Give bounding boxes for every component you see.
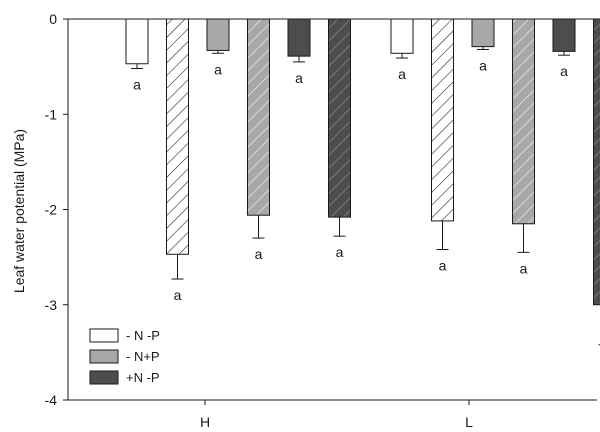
sig-letter-H-1: a	[174, 287, 182, 303]
bar-H-0	[125, 18, 149, 65]
bar-H-2	[206, 18, 230, 51]
bar-L-3	[512, 18, 535, 225]
sig-letter-L-3: a	[520, 260, 528, 276]
legend-swatch-n0p1	[89, 349, 119, 364]
sig-letter-L-2: a	[479, 57, 487, 73]
sig-letter-H-3: a	[255, 246, 263, 262]
legend-label-n0p1: - N+P	[126, 349, 160, 364]
x-tick-label-H: H	[200, 414, 210, 430]
sig-letter-H-2: a	[214, 61, 222, 77]
bar-H-3	[247, 18, 270, 216]
sig-letter-L-0: a	[398, 66, 406, 82]
y-tick-label-0: 0	[49, 11, 57, 27]
y-tick-label-4: -4	[45, 392, 58, 408]
bar-L-2	[471, 18, 495, 48]
y-axis-label: Leaf water potential (MPa)	[11, 129, 27, 293]
sig-letter-H-5: a	[336, 244, 344, 260]
plot-area: 0-1-2-3-4HLaaaaaaaaaaab	[45, 11, 600, 430]
bar-H-5	[328, 18, 351, 218]
sig-letter-H-0: a	[133, 77, 141, 93]
bar-L-5	[593, 18, 600, 306]
legend-swatch-n0p0	[89, 328, 119, 343]
legend: - N -P - N+P +N -P	[89, 328, 160, 385]
legend-label-n0p0: - N -P	[126, 328, 160, 343]
sig-letter-H-4: a	[295, 70, 303, 86]
x-tick-label-L: L	[465, 414, 473, 430]
bar-L-0	[390, 18, 414, 54]
legend-swatch-n1p0	[89, 370, 119, 385]
sig-letter-L-4: a	[560, 63, 568, 79]
y-tick-label-1: -1	[45, 106, 58, 122]
bar-L-1	[431, 18, 454, 222]
legend-label-n1p0: +N -P	[126, 370, 160, 385]
y-tick-label-2: -2	[45, 202, 58, 218]
bar-L-4	[552, 18, 576, 52]
sig-letter-L-1: a	[439, 258, 447, 274]
y-tick-label-3: -3	[45, 297, 58, 313]
bar-H-4	[287, 18, 311, 57]
bar-H-1	[166, 18, 189, 255]
